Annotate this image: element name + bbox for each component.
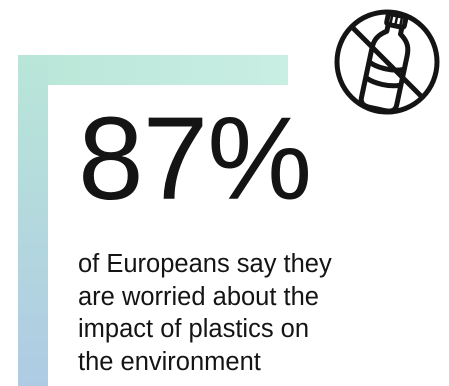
statistic-value: 87%: [78, 93, 312, 225]
statistic-caption: of Europeans say they are worried about …: [78, 248, 418, 378]
no-plastic-bottle-icon: [331, 6, 443, 118]
frame-left-bar: [18, 55, 48, 386]
frame-top-bar: [18, 55, 288, 85]
caption-line: of Europeans say they: [78, 250, 332, 278]
caption-line: are worried about the: [78, 282, 319, 311]
caption-line: the environment: [78, 347, 261, 376]
caption-line: impact of plastics on: [78, 315, 310, 343]
